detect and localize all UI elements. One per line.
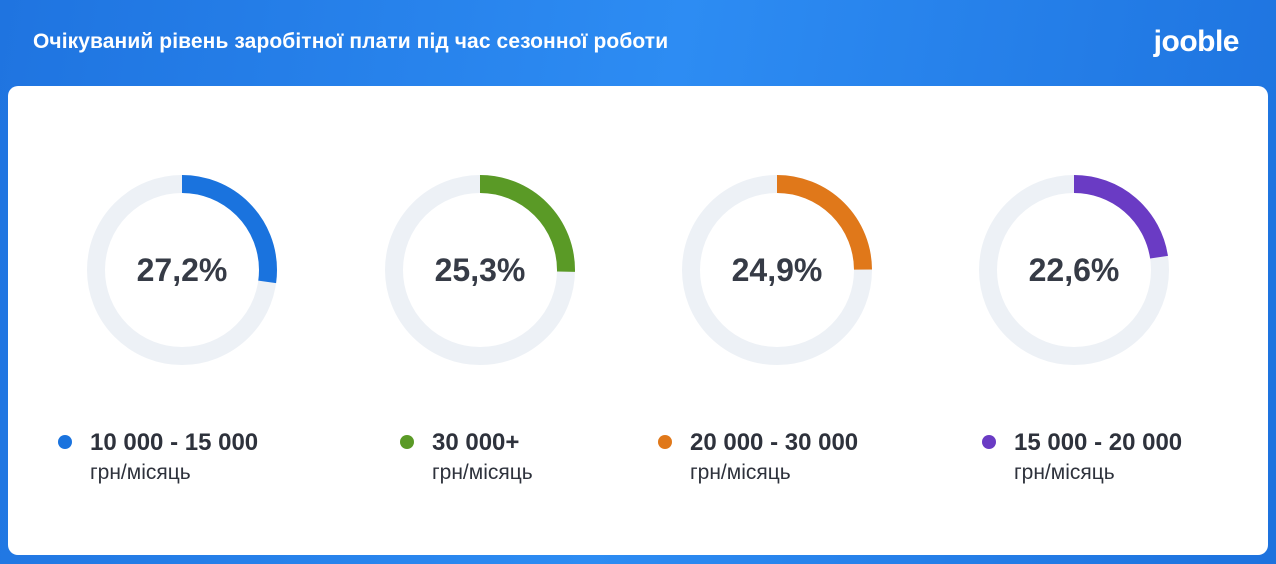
donut-charts: 27,2% 25,3% 24,9% 22,6% bbox=[87, 175, 1169, 365]
chart-card: 27,2% 25,3% 24,9% 22,6% 10 000 - 15 000 грн… bbox=[8, 86, 1268, 555]
legend-dot bbox=[58, 435, 72, 449]
legend-unit-label: грн/місяць bbox=[90, 461, 191, 484]
legend-unit-label: грн/місяць bbox=[1014, 461, 1115, 484]
legend-range-label: 15 000 - 20 000 bbox=[1014, 429, 1183, 456]
jooble-logo: jooble bbox=[1153, 25, 1240, 58]
legend-item: 10 000 - 15 000 грн/місяць bbox=[58, 428, 258, 488]
donut-slice bbox=[87, 175, 277, 365]
legend-item: 30 000+ грн/місяць bbox=[400, 428, 533, 488]
donut-slice bbox=[682, 175, 872, 365]
donut-value-label: 24,9% bbox=[732, 252, 823, 288]
legend-item: 20 000 - 30 000 грн/місяць bbox=[658, 428, 858, 488]
donut-value-label: 22,6% bbox=[1029, 252, 1120, 288]
legend-unit-label: грн/місяць bbox=[690, 461, 791, 484]
legend-dot bbox=[982, 435, 996, 449]
legend-range-label: 10 000 - 15 000 bbox=[90, 429, 259, 456]
donut-slice bbox=[385, 175, 575, 365]
legend-unit-label: грн/місяць bbox=[432, 461, 533, 484]
legend-range-label: 20 000 - 30 000 bbox=[690, 429, 859, 456]
legend-dot bbox=[658, 435, 672, 449]
legend-range-label: 30 000+ bbox=[432, 429, 520, 456]
legend-dot bbox=[400, 435, 414, 449]
donut-value-label: 25,3% bbox=[435, 252, 526, 288]
page-title: Очікуваний рівень заробітної плати під ч… bbox=[33, 30, 669, 53]
legend-item: 15 000 - 20 000 грн/місяць bbox=[982, 428, 1182, 488]
donut-slice bbox=[979, 175, 1169, 365]
donut-value-label: 27,2% bbox=[137, 252, 228, 288]
